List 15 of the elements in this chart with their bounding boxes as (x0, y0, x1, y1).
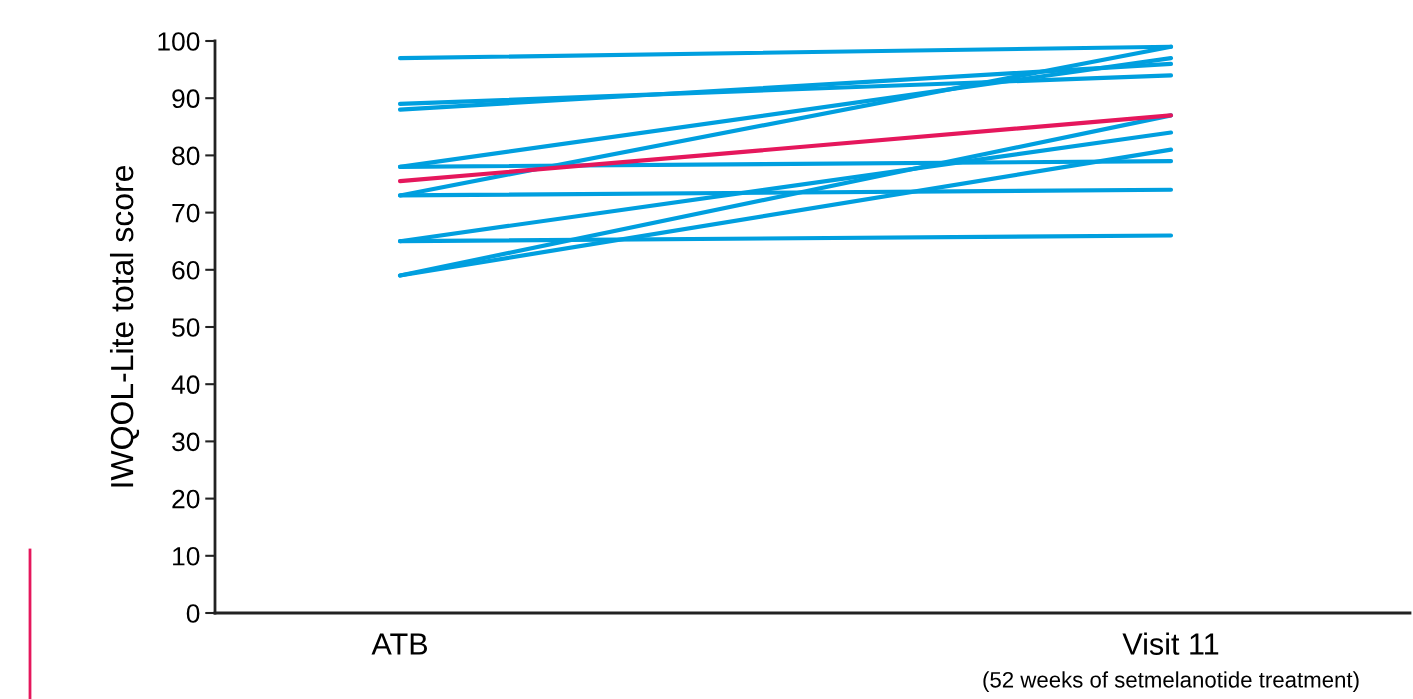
y-tick-label: 70 (172, 203, 200, 223)
y-tick-label: 100 (158, 32, 200, 51)
y-axis-title: IWQOL-Lite total score (109, 165, 140, 487)
x-tick-label: ATB (371, 633, 428, 655)
y-tick-label: 50 (172, 318, 200, 337)
y-tick-label: 30 (172, 432, 200, 452)
x-tick-label: Visit 11 (1122, 632, 1219, 655)
y-tick-label: 80 (172, 146, 200, 166)
y-tick-label: 60 (172, 260, 200, 280)
y-tick-label: 20 (172, 489, 200, 509)
text: (52 weeks of setmelanotide treatment) (983, 671, 1359, 693)
y-tick-label: 0 (186, 604, 200, 623)
y-tick-label: 10 (173, 546, 200, 566)
y-tick-label: 90 (172, 89, 200, 109)
y-tick-label: 40 (171, 375, 200, 395)
